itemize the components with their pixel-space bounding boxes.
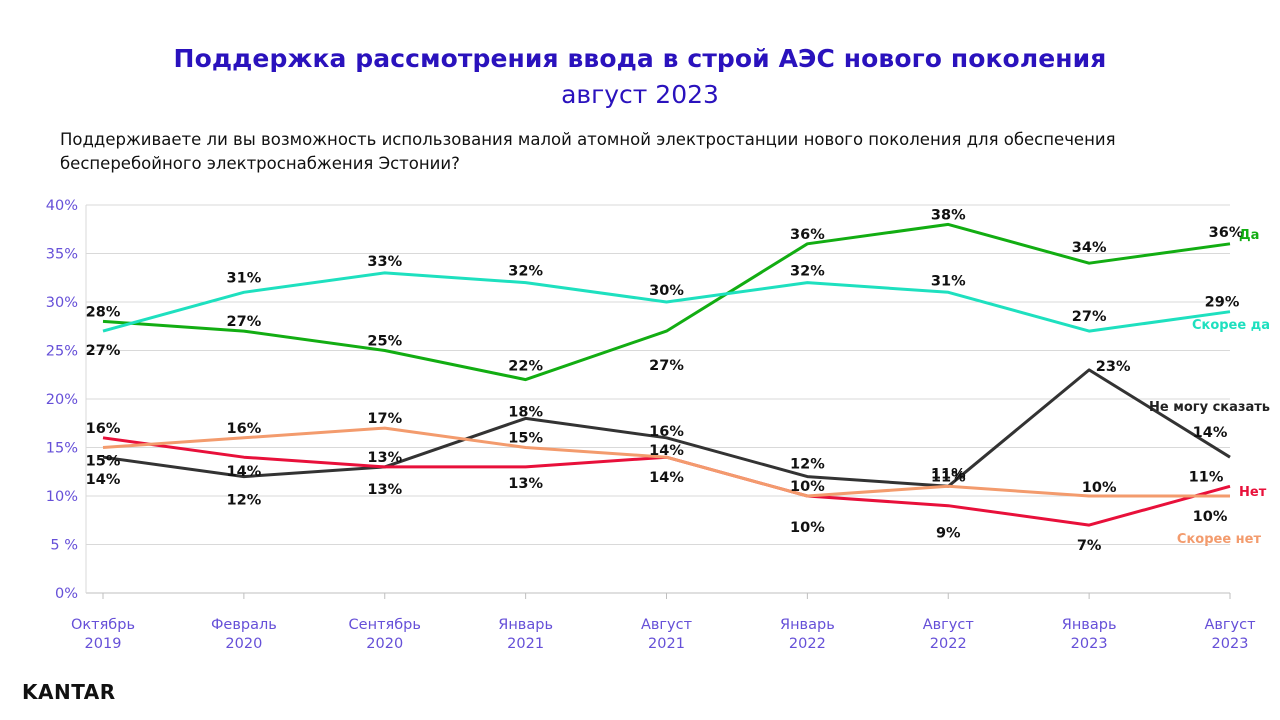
y-tick-label: 30% — [46, 295, 78, 311]
x-tick-label: Январь 2022 — [780, 617, 835, 652]
y-tick-label: 25% — [46, 344, 78, 360]
x-tick-label: Январь 2021 — [498, 617, 553, 652]
series-line — [102, 426, 1230, 498]
series-name-label: Скорее нет — [1177, 532, 1262, 547]
data-label: 11% — [931, 469, 966, 485]
data-label: 31% — [227, 270, 262, 286]
y-tick-label: 20% — [46, 392, 78, 408]
series-name-label: Не могу сказать — [1149, 400, 1270, 415]
data-label: 38% — [931, 207, 966, 223]
grid-lines — [85, 204, 1230, 594]
data-label: 11% — [931, 466, 966, 482]
x-tick-label: Сентябрь 2020 — [349, 617, 421, 652]
data-label: 14% — [1193, 425, 1228, 441]
data-label: 32% — [790, 264, 825, 280]
data-label: 27% — [1072, 309, 1107, 325]
data-label: 15% — [86, 454, 121, 470]
data-label: 36% — [1209, 225, 1244, 241]
y-tick-label: 35% — [46, 247, 78, 263]
data-label: 13% — [508, 476, 543, 492]
y-tick-label: 0% — [55, 586, 78, 602]
data-label: 25% — [367, 334, 402, 350]
line-chart: 0% 5 % 10% 15% 20% 25% 30% 35% 40% Октябрь 2019 Фе… — [46, 198, 1270, 652]
data-label: 28% — [86, 304, 121, 320]
chart-title: Поддержка рассмотрения ввода в строй АЭС… — [173, 44, 1107, 73]
series-line — [102, 222, 1231, 382]
data-label: 15% — [508, 431, 543, 447]
series-line — [102, 271, 1231, 333]
data-label: 29% — [1205, 295, 1240, 311]
series-line — [102, 368, 1231, 488]
data-label: 27% — [227, 314, 262, 330]
chart-subtitle: август 2023 — [561, 80, 719, 109]
series-name-label: Скорее да — [1192, 318, 1270, 333]
x-tick-label: Август 2022 — [923, 617, 975, 652]
y-tick-label: 40% — [46, 198, 78, 214]
data-label: 12% — [790, 457, 825, 473]
series-labels: Да Скорее да Не могу сказать Нет Скорее нет — [1149, 228, 1270, 547]
data-label: 30% — [649, 283, 684, 299]
data-label: 10% — [1193, 509, 1228, 525]
y-axis: 0% 5 % 10% 15% 20% 25% 30% 35% 40% — [46, 198, 78, 602]
x-axis: Октябрь 2019 Февраль 2020 Сентябрь 2020 Январь… — [71, 593, 1256, 652]
y-tick-label: 10% — [46, 489, 78, 505]
x-tick-label: Февраль 2020 — [211, 617, 277, 652]
data-label: 22% — [508, 359, 543, 375]
data-label: 14% — [227, 464, 262, 480]
data-label: 36% — [790, 227, 825, 243]
data-label: 32% — [508, 264, 543, 280]
data-label: 10% — [790, 520, 825, 536]
y-tick-label: 5 % — [50, 538, 78, 554]
data-label: 27% — [649, 358, 684, 374]
data-label: 33% — [367, 254, 402, 270]
x-tick-label: Октябрь 2019 — [71, 617, 135, 652]
series-name-label: Да — [1239, 228, 1259, 243]
data-label: 16% — [649, 424, 684, 440]
data-label: 7% — [1077, 538, 1102, 554]
data-label: 11% — [1189, 469, 1224, 485]
data-label: 27% — [86, 343, 121, 359]
kantar-logo: KANTAR — [22, 680, 116, 704]
data-label: 23% — [1096, 359, 1131, 375]
data-label: 10% — [1082, 480, 1117, 496]
data-label: 14% — [86, 472, 121, 488]
data-label: 14% — [649, 470, 684, 486]
data-label: 13% — [367, 450, 402, 466]
data-label: 10% — [790, 479, 825, 495]
data-label: 31% — [931, 273, 966, 289]
x-tick-label: Январь 2023 — [1062, 617, 1117, 652]
y-tick-label: 15% — [46, 441, 78, 457]
x-tick-label: Август 2021 — [641, 617, 693, 652]
data-label: 34% — [1072, 240, 1107, 256]
data-label: 9% — [936, 526, 961, 542]
data-label: 14% — [649, 443, 684, 459]
data-label: 16% — [227, 421, 262, 437]
series-lines — [102, 222, 1231, 527]
survey-question: Поддерживаете ли вы возможность использо… — [60, 130, 1116, 173]
data-labels: 28% 27% 25% 22% 27% 36% 38% 34% 36% 27% 31% 33% 32% 3… — [86, 207, 1244, 554]
data-label: 16% — [86, 421, 121, 437]
data-label: 18% — [508, 404, 543, 420]
x-tick-label: Август 2023 — [1204, 617, 1256, 652]
data-label: 17% — [367, 411, 402, 427]
data-label: 13% — [367, 482, 402, 498]
series-name-label: Нет — [1239, 485, 1267, 500]
data-label: 12% — [227, 493, 262, 509]
